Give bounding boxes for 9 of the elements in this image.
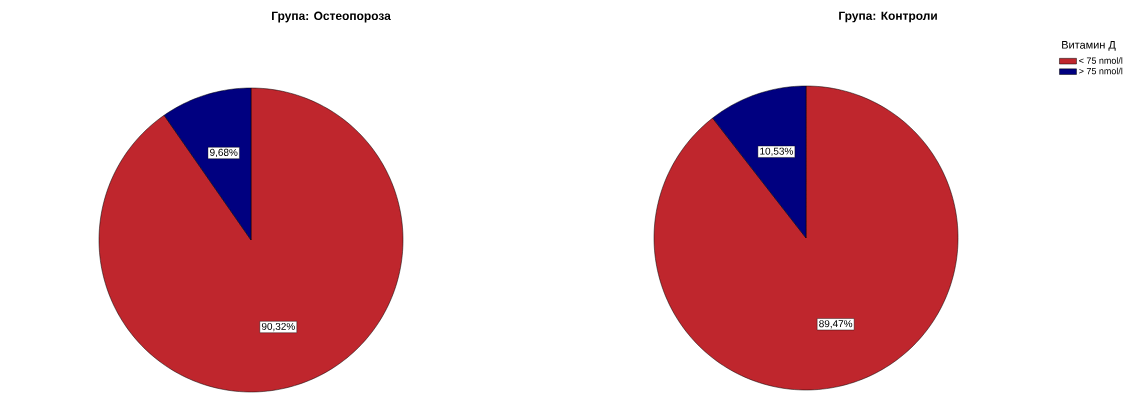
legend-label: > 75 nmol/l <box>1079 67 1123 75</box>
chart-title: Група: Остеопороза <box>272 11 391 23</box>
chart-title: Група: Контроли <box>839 11 937 23</box>
legend-title: Витамин Д <box>1062 41 1116 51</box>
data-label: 9,68% <box>210 148 238 158</box>
data-label: 89,47% <box>819 320 853 329</box>
data-label: 90,32% <box>261 322 295 332</box>
data-label: 10,53% <box>760 147 793 156</box>
legend-label: < 75 nmol/l <box>1079 57 1123 64</box>
